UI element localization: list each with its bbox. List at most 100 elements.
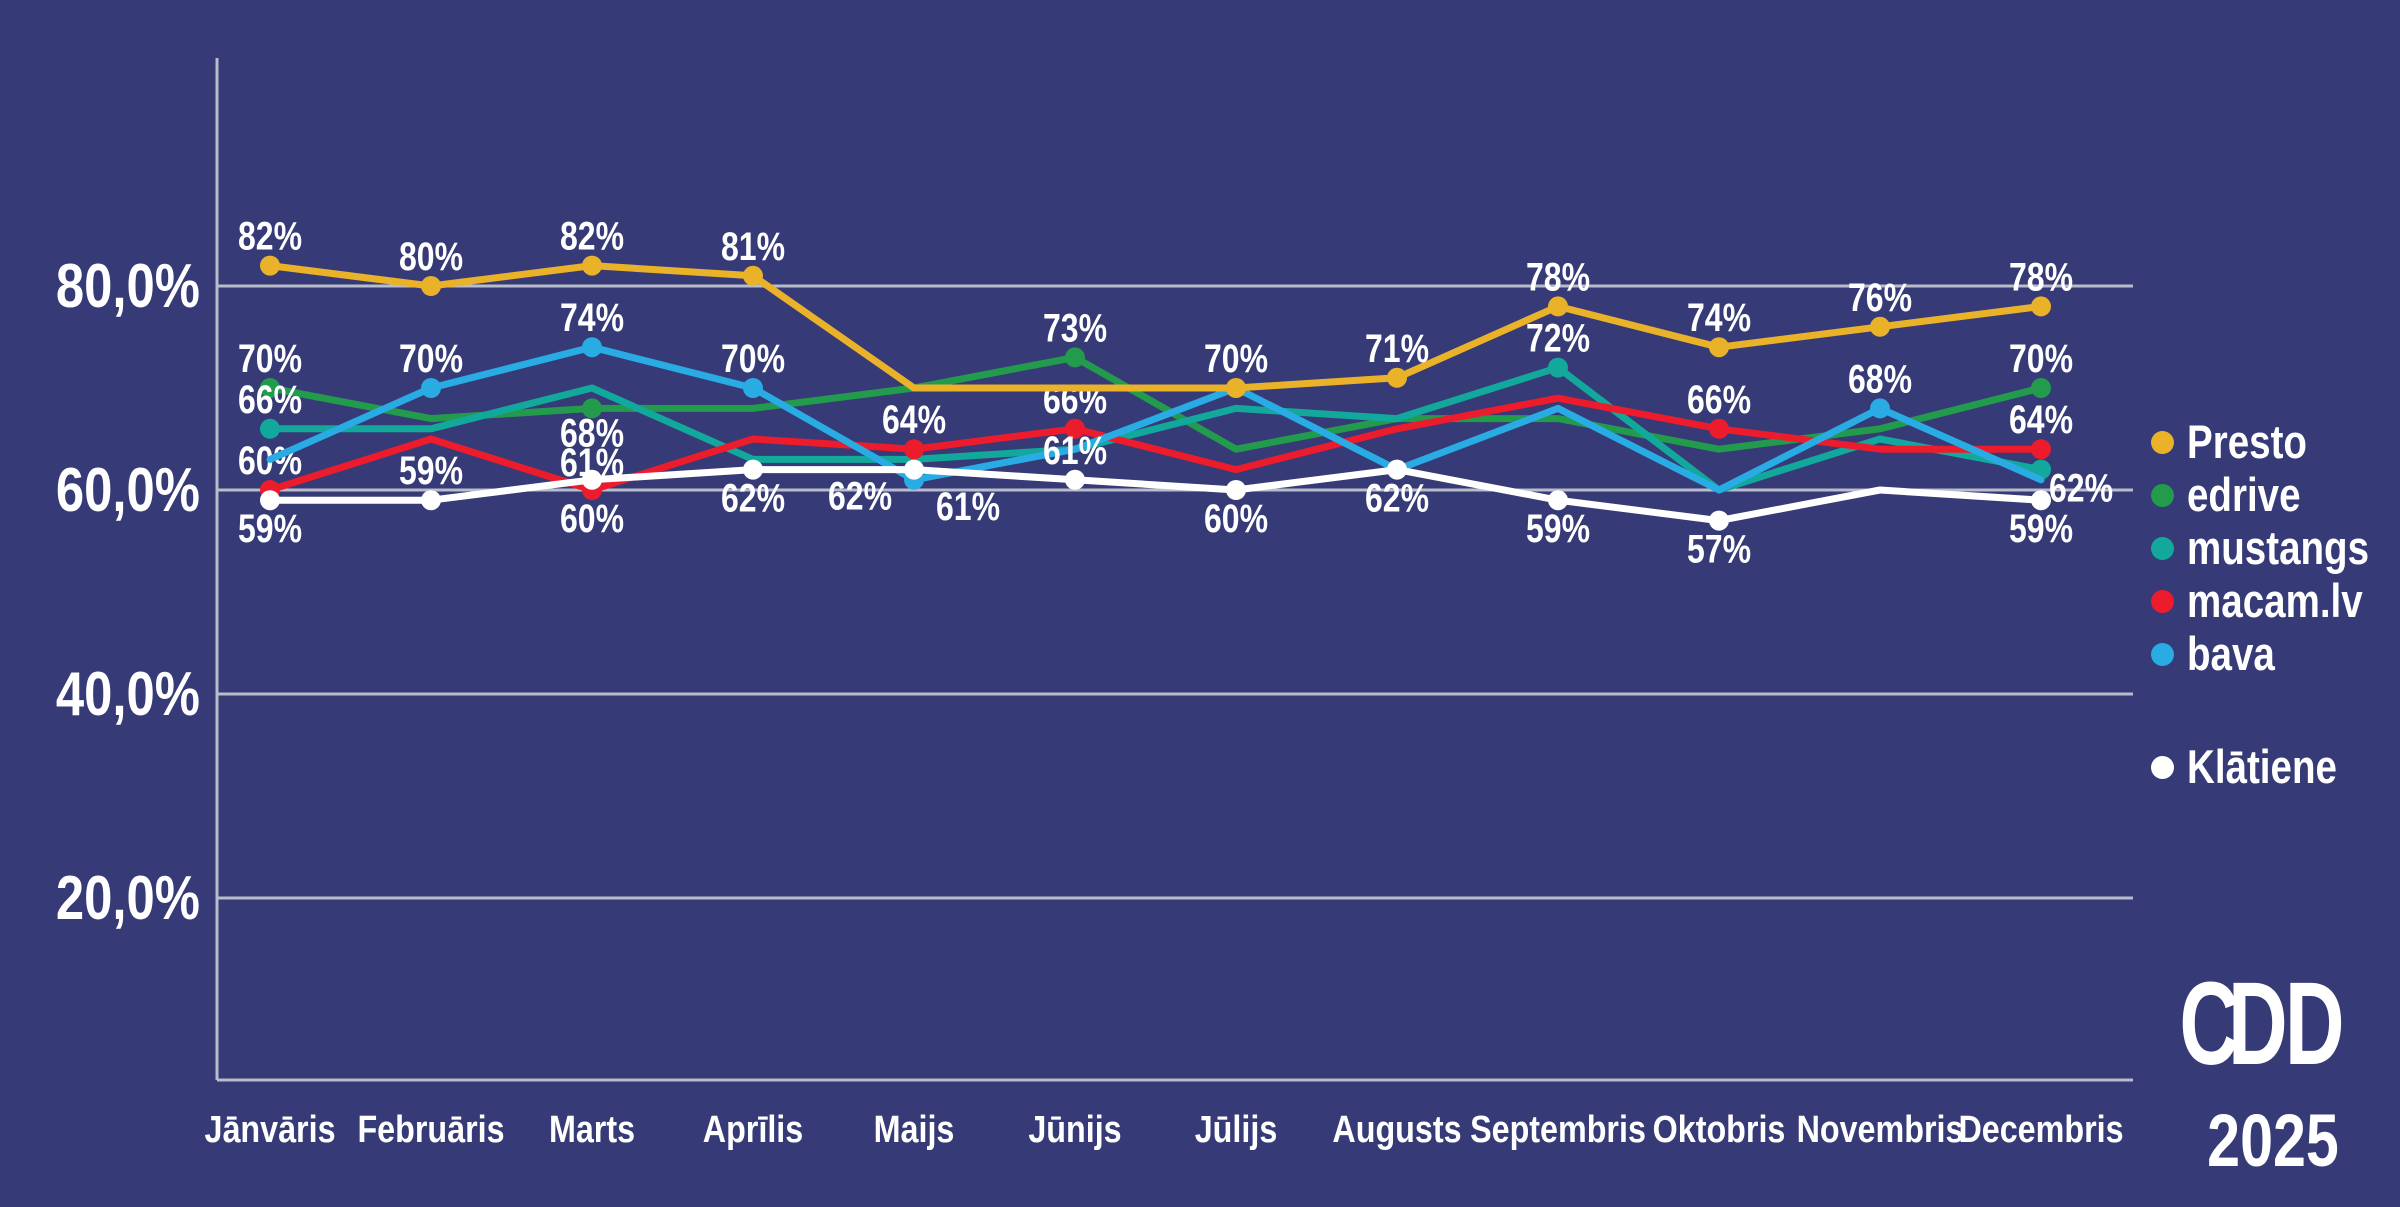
data-label-kl-tiene: 62% (1365, 475, 1429, 520)
bava-legend-dot-icon (2151, 642, 2174, 666)
x-axis-month-label-wrap: Septembris (1470, 1109, 1646, 1151)
data-label-edrive: 73% (1043, 305, 1107, 350)
data-label-mustangs: 72% (1526, 315, 1590, 360)
data-label-macam-lv: 64% (2009, 397, 2073, 442)
data-label-edrive: 70% (238, 336, 302, 381)
x-axis-month-label: Oktobris (1653, 1109, 1786, 1151)
data-label-edrive-wrap: 70% (238, 336, 302, 381)
data-label-macam-lv-wrap: 64% (882, 397, 946, 442)
data-label-mustangs: 66% (238, 376, 302, 421)
data-point-macam-lv (1065, 418, 1085, 439)
x-axis-month-label: Augusts (1332, 1109, 1461, 1151)
data-label-kl-tiene: 59% (2009, 506, 2073, 551)
data-label-edrive-wrap: 70% (2009, 336, 2073, 381)
data-label-kl-tiene-wrap: 62% (721, 475, 785, 520)
data-label-bava-wrap: 61% (936, 483, 1000, 528)
y-axis-tick-label-wrap: 60,0% (56, 456, 200, 525)
x-axis-month-label: Novembris (1797, 1109, 1964, 1151)
legend-label: Presto (2187, 415, 2307, 468)
data-label-edrive-wrap: 73% (1043, 305, 1107, 350)
series-line-bava (266, 343, 2045, 494)
x-axis-month-label-wrap: Februāris (357, 1109, 504, 1151)
data-label-presto: 82% (560, 213, 624, 258)
data-point-edrive (1065, 347, 1085, 368)
data-point-kl-tiene (260, 490, 280, 511)
data-point-mustangs (1548, 357, 1568, 378)
x-axis-month-label: Septembris (1470, 1109, 1646, 1151)
data-label-kl-tiene-wrap: 59% (1526, 506, 1590, 551)
data-label-kl-tiene: 61% (560, 439, 624, 484)
x-axis-month-label-wrap: Oktobris (1653, 1109, 1786, 1151)
legend-item-mustangs: mustangs (2140, 522, 2400, 574)
y-axis-tick-label: 60,0% (56, 456, 200, 525)
data-label-kl-tiene: 59% (238, 506, 302, 551)
data-label-edrive-wrap: 68% (560, 410, 624, 455)
data-label-macam-lv-wrap: 66% (1043, 376, 1107, 421)
edrive-legend-dot-icon (2151, 483, 2174, 507)
x-axis-month-label-wrap: Novembris (1797, 1109, 1964, 1151)
branding-block: C DD 2025 (2168, 965, 2378, 1183)
data-label-mustangs-wrap: 72% (1526, 315, 1590, 360)
data-point-kl-tiene (1709, 510, 1729, 531)
data-point-kl-tiene (421, 490, 441, 511)
legend-item-klatiene: Klātiene (2140, 741, 2370, 793)
data-label-bava-wrap: 70% (721, 336, 785, 381)
data-point-presto (1870, 316, 1890, 337)
x-axis-month-label-wrap: Jūnijs (1028, 1109, 1121, 1151)
data-label-presto: 80% (399, 234, 463, 279)
x-axis-month-label-wrap: Decembris (1958, 1109, 2123, 1151)
x-axis-month-label: Jānvāris (204, 1109, 335, 1151)
data-point-bava (421, 378, 441, 398)
data-label-presto: 82% (238, 213, 302, 258)
x-axis-month-label-wrap: Maijs (874, 1109, 955, 1151)
data-label-macam-lv: 64% (882, 397, 946, 442)
data-label-presto-wrap: 78% (1526, 254, 1590, 299)
data-label-macam-lv: 66% (1043, 376, 1107, 421)
y-axis-tick-label-wrap: 80,0% (56, 252, 200, 321)
legend-label: macam.lv (2187, 574, 2363, 627)
data-point-kl-tiene (2031, 490, 2051, 511)
data-label-kl-tiene-wrap: 57% (1687, 526, 1751, 571)
data-point-kl-tiene (582, 469, 602, 490)
legend-label: bava (2187, 627, 2275, 680)
data-label-bava-wrap: 74% (560, 295, 624, 340)
legend-label: edrive (2187, 468, 2301, 521)
data-label-macam-lv: 60% (560, 496, 624, 541)
legend-label: Klātiene (2187, 740, 2337, 793)
mustangs-legend-dot-icon (2151, 536, 2174, 560)
data-label-kl-tiene-wrap: 62% (1365, 475, 1429, 520)
x-axis-month-label-wrap: Augusts (1332, 1109, 1461, 1151)
y-axis-tick-label: 80,0% (56, 252, 200, 321)
y-axis-tick-label-wrap: 40,0% (56, 660, 200, 729)
legend-item-edrive: edrive (2140, 469, 2325, 521)
data-label-edrive: 68% (560, 410, 624, 455)
data-label-presto-wrap: 70% (1204, 336, 1268, 381)
data-point-mustangs (260, 418, 280, 439)
series-line-mustangs (266, 364, 2045, 494)
legend-label: mustangs (2187, 521, 2370, 574)
data-point-presto (260, 255, 280, 276)
data-point-macam-lv (1709, 418, 1729, 439)
x-axis-month-label: Aprīlis (703, 1109, 803, 1151)
data-label-kl-tiene: 61% (1043, 427, 1107, 472)
data-label-kl-tiene: 62% (828, 473, 892, 518)
data-point-macam-lv (2031, 439, 2051, 460)
data-label-bava: 70% (721, 336, 785, 381)
x-axis-month-label-wrap: Jūlijs (1195, 1109, 1278, 1151)
data-label-bava-wrap: 70% (399, 336, 463, 381)
series-line-presto (266, 262, 2045, 392)
data-label-macam-lv: 66% (1687, 376, 1751, 421)
data-point-edrive (260, 378, 280, 398)
data-label-presto: 71% (1365, 325, 1429, 370)
legend-item-presto: Presto (2140, 416, 2333, 468)
data-label-bava: 74% (560, 295, 624, 340)
data-point-bava (582, 337, 602, 358)
data-label-presto: 78% (2009, 254, 2073, 299)
data-label-bava: 70% (399, 336, 463, 381)
data-label-presto: 70% (1204, 336, 1268, 381)
data-point-edrive (2031, 378, 2051, 398)
data-label-macam-lv-wrap: 60% (560, 496, 624, 541)
x-axis-month-label-wrap: Jānvāris (204, 1109, 335, 1151)
